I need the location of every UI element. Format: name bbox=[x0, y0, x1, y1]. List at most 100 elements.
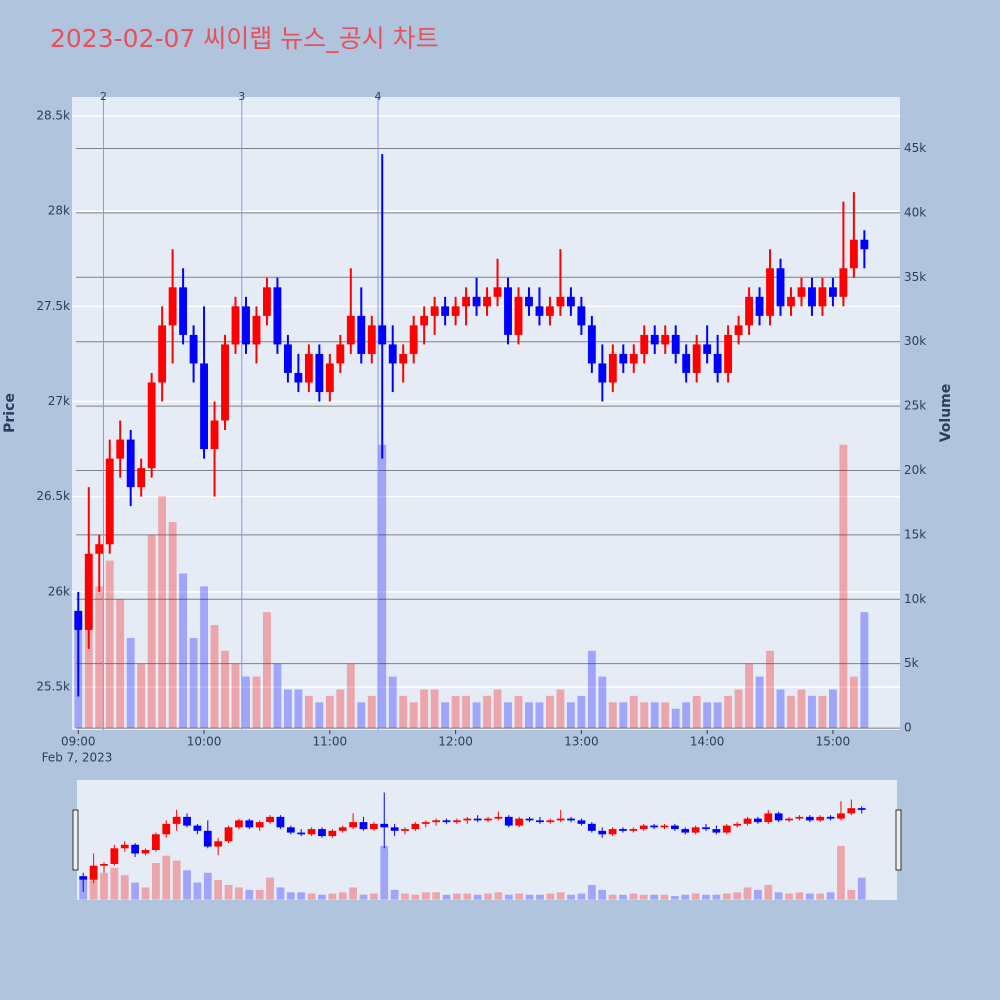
candle-body bbox=[420, 315, 429, 326]
y2-tick-label: 40k bbox=[904, 205, 926, 219]
volume-bar bbox=[828, 689, 837, 729]
y2-tick-label: 35k bbox=[904, 270, 926, 284]
slider-volume-bar bbox=[816, 893, 825, 900]
volume-bar bbox=[504, 702, 512, 729]
slider-candle-body bbox=[536, 820, 544, 823]
volume-bar bbox=[294, 689, 303, 729]
volume-bar bbox=[158, 496, 167, 729]
candle-body bbox=[95, 544, 104, 554]
slider-candle-body bbox=[100, 863, 108, 866]
slider-volume-bar bbox=[411, 894, 420, 900]
candle-body bbox=[158, 325, 167, 383]
slider-volume-bar bbox=[484, 893, 492, 900]
y2-tick-label: 10k bbox=[904, 592, 926, 606]
slider-volume-bar bbox=[183, 870, 191, 900]
volume-bar bbox=[378, 444, 387, 729]
slider-candle-body bbox=[608, 829, 617, 835]
candle-body bbox=[430, 306, 439, 316]
slider-candle-body bbox=[515, 818, 524, 826]
x-tick-label: 09:00 bbox=[61, 735, 96, 749]
volume-bar bbox=[210, 625, 219, 729]
slider-volume-bar bbox=[453, 893, 461, 900]
candle-body bbox=[556, 296, 565, 307]
event-label: 3 bbox=[238, 90, 245, 103]
slider-volume-bar bbox=[722, 893, 731, 900]
candle-body bbox=[462, 296, 471, 307]
volume-bar bbox=[546, 695, 554, 729]
volume-bar bbox=[346, 663, 355, 729]
candle-body bbox=[137, 468, 146, 488]
slider-candle-body bbox=[805, 816, 814, 821]
slider-volume-bar bbox=[494, 892, 503, 900]
volume-bar bbox=[252, 676, 261, 729]
candle-body bbox=[629, 353, 638, 364]
x-tick-label: 11:00 bbox=[313, 735, 348, 749]
chart-title: 2023-02-07 씨이랩 뉴스_공시 차트 bbox=[50, 24, 439, 53]
slider-volume-bar bbox=[619, 894, 627, 900]
candle-body bbox=[682, 353, 691, 373]
slider-volume-bar bbox=[110, 867, 119, 900]
slider-volume-bar bbox=[702, 894, 710, 900]
slider-volume-bar bbox=[172, 860, 181, 900]
slider-volume-bar bbox=[556, 892, 565, 900]
candle-body bbox=[325, 363, 334, 392]
slider-volume-bar bbox=[598, 889, 607, 900]
candle-body bbox=[273, 287, 282, 345]
slider-candle-body bbox=[733, 823, 742, 826]
slider-candle-body bbox=[318, 829, 326, 837]
volume-bar bbox=[325, 695, 334, 729]
slider-candle-body bbox=[276, 816, 285, 828]
slider-candle-body bbox=[183, 816, 191, 826]
candle-body bbox=[724, 334, 733, 373]
slider-candle-body bbox=[89, 865, 98, 880]
candle-body bbox=[74, 610, 83, 630]
candle-body bbox=[818, 287, 827, 307]
slider-candle-body bbox=[691, 827, 700, 833]
candle-body bbox=[252, 315, 261, 345]
slider-candle-body bbox=[255, 822, 264, 828]
candle-body bbox=[525, 296, 533, 307]
slider-volume-bar bbox=[608, 894, 617, 900]
slider-volume-bar bbox=[546, 893, 555, 900]
slider-candle-body bbox=[619, 829, 627, 831]
volume-bar bbox=[116, 599, 125, 729]
slider-candle-body bbox=[639, 825, 648, 830]
volume-bar bbox=[336, 689, 345, 729]
slider-candle-body bbox=[494, 816, 503, 819]
volume-bar bbox=[849, 676, 858, 729]
candle-body bbox=[860, 239, 869, 250]
slider-volume-bar bbox=[120, 875, 129, 900]
slider-candle-body bbox=[162, 823, 171, 835]
candle-body bbox=[619, 353, 628, 364]
slider-volume-bar bbox=[224, 884, 233, 900]
slider-volume-bar bbox=[307, 893, 316, 900]
candle-body bbox=[315, 353, 324, 392]
slider-candle-body bbox=[193, 825, 202, 831]
candle-body bbox=[640, 334, 649, 354]
y2-tick-label: 0 bbox=[904, 721, 912, 735]
slider-volume-bar bbox=[255, 889, 264, 900]
candle-body bbox=[566, 296, 575, 307]
candle-body bbox=[671, 334, 680, 354]
slider-candle-body bbox=[650, 825, 659, 828]
volume-bar bbox=[692, 695, 701, 729]
volume-bar bbox=[525, 702, 533, 729]
candle-body bbox=[399, 353, 408, 364]
slider-candle-body bbox=[702, 827, 710, 830]
slider-volume-bar bbox=[774, 892, 783, 900]
slider-volume-bar bbox=[805, 893, 814, 900]
candle-body bbox=[409, 325, 418, 354]
volume-bar bbox=[388, 676, 397, 729]
slider-candle-body bbox=[421, 822, 430, 824]
slider-volume-bar bbox=[639, 894, 648, 900]
slider-candle-body bbox=[141, 850, 150, 854]
slider-candle-body bbox=[473, 818, 482, 821]
slider-candle-body bbox=[328, 830, 337, 837]
volume-bar bbox=[797, 689, 806, 729]
candle-body bbox=[84, 553, 93, 630]
slider-candle-body bbox=[764, 813, 773, 823]
slider-volume-bar bbox=[390, 889, 399, 900]
volume-bar bbox=[472, 702, 481, 729]
y-tick-label: 28.5k bbox=[36, 109, 70, 123]
slider-candle-body bbox=[837, 813, 845, 819]
